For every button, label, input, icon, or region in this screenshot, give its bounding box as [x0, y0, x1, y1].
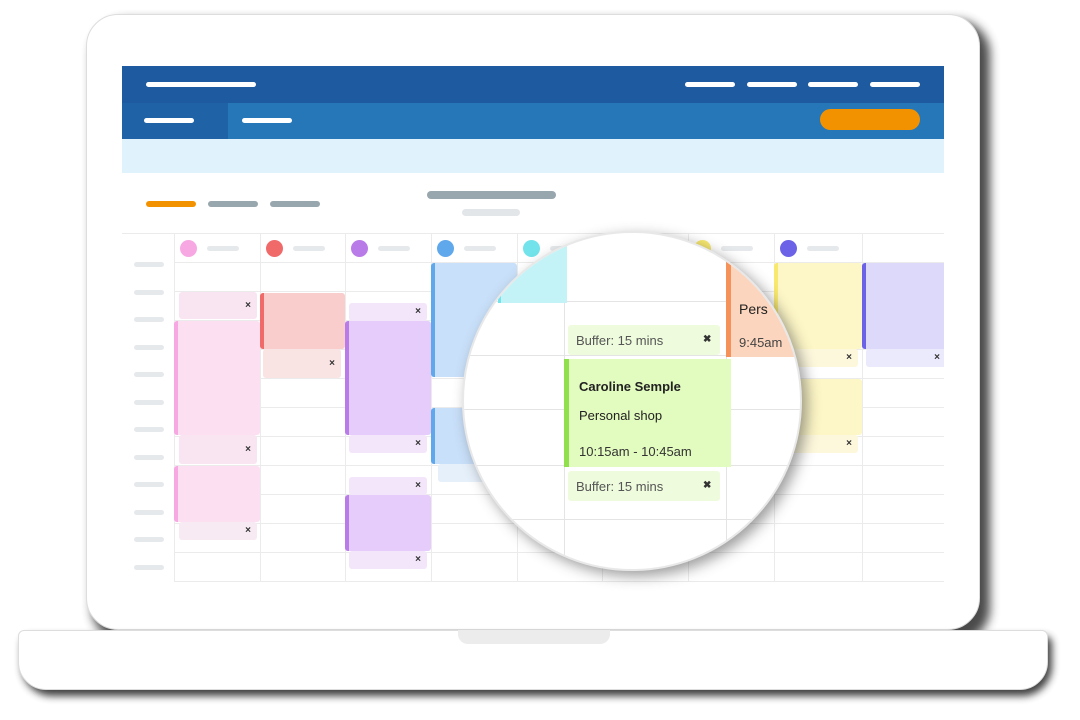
buffer-block[interactable]: ×	[349, 477, 427, 495]
appointment-client: Caroline Semple	[579, 379, 681, 394]
buffer-block-before[interactable]: Buffer: 15 mins ✖	[568, 325, 720, 355]
grid-line	[260, 233, 261, 582]
staff-avatar[interactable]	[437, 240, 454, 257]
grid-line	[431, 233, 432, 582]
staff-avatar[interactable]	[180, 240, 197, 257]
close-icon[interactable]: ×	[245, 443, 251, 455]
notice-band	[122, 139, 944, 173]
time-label-placeholder	[134, 454, 164, 460]
buffer-block[interactable]: ×	[179, 522, 257, 540]
buffer-block[interactable]: ×	[866, 349, 944, 367]
buffer-block[interactable]: ×	[179, 292, 257, 319]
calendar-event[interactable]	[174, 466, 260, 522]
view-tab-2[interactable]	[208, 201, 258, 207]
zoom-grid-line	[464, 355, 800, 356]
buffer-block[interactable]: ×	[349, 435, 427, 453]
close-icon[interactable]: ×	[934, 352, 940, 363]
nav-link-2[interactable]	[747, 82, 797, 87]
zoom-event-orange-time: 9:45am	[739, 335, 783, 350]
staff-name-placeholder	[207, 246, 239, 251]
grid-line	[174, 581, 944, 582]
top-navbar	[122, 66, 944, 103]
zoom-event-orange[interactable]: Pers 9:45am	[726, 253, 800, 357]
time-label-placeholder	[134, 399, 164, 405]
calendar-event[interactable]	[345, 321, 431, 435]
staff-name-placeholder	[721, 246, 753, 251]
close-icon[interactable]: ×	[846, 438, 852, 449]
close-icon[interactable]: ×	[245, 299, 251, 311]
view-tab-active[interactable]	[146, 201, 196, 207]
time-label-placeholder	[134, 564, 164, 570]
staff-avatar[interactable]	[780, 240, 797, 257]
close-icon[interactable]: ×	[415, 438, 421, 449]
calendar-date-title	[427, 191, 556, 199]
zoom-grid-line	[464, 301, 800, 302]
nav-link-1[interactable]	[685, 82, 735, 87]
nav-link-4[interactable]	[870, 82, 920, 87]
sub-nav-tab-label	[144, 118, 194, 123]
close-icon[interactable]: ×	[245, 525, 251, 536]
time-label-placeholder	[134, 262, 164, 267]
buffer-block[interactable]: ×	[263, 349, 341, 378]
time-label-placeholder	[134, 289, 164, 295]
close-icon[interactable]: ×	[329, 357, 335, 369]
buffer-before-label: Buffer: 15 mins	[576, 333, 664, 348]
sub-nav-tab-active[interactable]	[122, 103, 228, 139]
calendar-event[interactable]	[260, 293, 345, 349]
appointment-time: 10:15am - 10:45am	[579, 444, 692, 459]
close-icon[interactable]: ✖	[703, 480, 712, 491]
buffer-block[interactable]: ×	[179, 435, 257, 464]
time-label-placeholder	[134, 317, 164, 322]
staff-name-placeholder	[464, 246, 496, 251]
primary-action-button[interactable]	[820, 109, 920, 130]
buffer-block[interactable]: ×	[349, 551, 427, 569]
time-label-placeholder	[134, 372, 164, 377]
zoom-grid-line	[464, 519, 800, 520]
close-icon[interactable]: ×	[415, 480, 421, 491]
grid-line	[862, 233, 863, 582]
close-icon[interactable]: ✖	[703, 334, 712, 345]
calendar-event[interactable]	[174, 321, 260, 435]
staff-name-placeholder	[378, 246, 410, 251]
buffer-block[interactable]: ×	[349, 303, 427, 321]
buffer-block-after[interactable]: Buffer: 15 mins ✖	[568, 471, 720, 501]
zoom-event-orange-title: Pers	[739, 301, 768, 317]
laptop-notch	[458, 630, 610, 644]
close-icon[interactable]: ×	[415, 306, 421, 317]
close-icon[interactable]: ×	[846, 352, 852, 363]
zoom-event-cyan[interactable]: m	[498, 233, 567, 303]
buffer-after-label: Buffer: 15 mins	[576, 479, 664, 494]
time-label-placeholder	[134, 427, 164, 432]
calendar-event[interactable]	[862, 263, 944, 349]
calendar-event[interactable]	[345, 495, 431, 551]
zoom-event-cyan-text: m	[505, 266, 516, 281]
staff-name-placeholder	[293, 246, 325, 251]
view-tab-3[interactable]	[270, 201, 320, 207]
app-logo-placeholder[interactable]	[146, 82, 256, 87]
time-label-placeholder	[134, 537, 164, 542]
staff-avatar[interactable]	[351, 240, 368, 257]
time-label-placeholder	[134, 482, 164, 487]
time-label-placeholder	[134, 344, 164, 350]
sub-nav-tab-2[interactable]	[242, 118, 292, 123]
staff-avatar[interactable]	[266, 240, 283, 257]
appointment-service: Personal shop	[579, 408, 663, 423]
nav-link-3[interactable]	[808, 82, 858, 87]
magnifier-lens: m Pers 9:45am Buffer: 15 mins ✖ Caroline…	[462, 231, 802, 571]
staff-name-placeholder	[807, 246, 839, 251]
appointment-card[interactable]: Caroline Semple Personal shop 10:15am - …	[564, 359, 731, 467]
calendar-date-subtitle	[462, 209, 520, 216]
close-icon[interactable]: ×	[415, 554, 421, 565]
time-label-placeholder	[134, 509, 164, 515]
